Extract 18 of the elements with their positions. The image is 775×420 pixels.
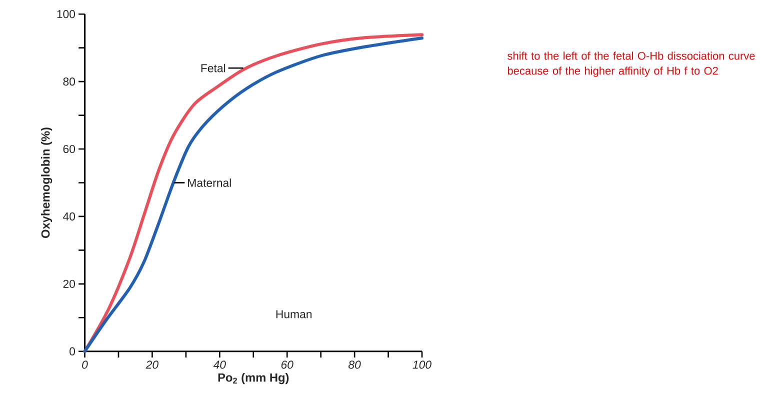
x-axis-title: Po$_{2}$ (mm Hg): [218, 372, 289, 384]
y-tick-label: 80: [63, 77, 76, 86]
annotation: Maternal: [188, 178, 231, 187]
y-tick-label: 100: [57, 10, 76, 18]
x-tick-label: 20: [146, 360, 158, 369]
x-tick-label: 80: [348, 360, 361, 369]
x-tick-label: 100: [412, 360, 432, 369]
y-tick-label: 40: [63, 212, 76, 220]
y-axis-title: Oxyhemoglobin (%): [41, 127, 52, 238]
y-tick-label: 60: [63, 144, 76, 153]
annotation: Human: [276, 310, 312, 318]
y-tick-label: 0: [70, 347, 76, 356]
y-tick-label: 20: [63, 280, 76, 288]
x-tick-label: 0: [82, 360, 88, 369]
annotation: Fetal: [201, 64, 226, 72]
text: shift to the left of the fetal O-Hb dissociation curve because of the higher affinity of Hb f to O2: [508, 52, 755, 77]
x-tick-label: 60: [281, 360, 294, 369]
x-tick-label: 40: [213, 360, 226, 369]
